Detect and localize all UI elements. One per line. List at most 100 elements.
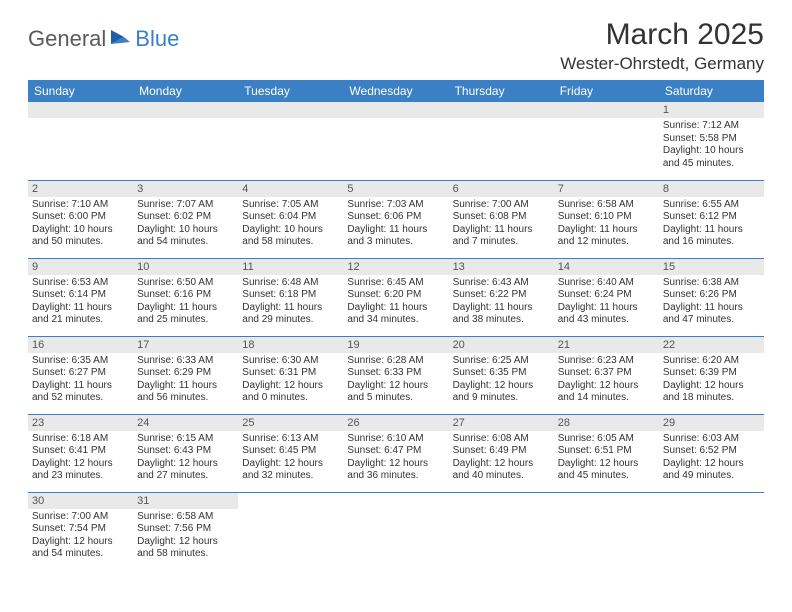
- empty-day-strip: [554, 102, 659, 118]
- empty-day-strip: [238, 102, 343, 118]
- day-number: 12: [343, 259, 448, 275]
- calendar-cell: [449, 102, 554, 180]
- day-number: 25: [238, 415, 343, 431]
- day-number: 2: [28, 181, 133, 197]
- day-details: Sunrise: 7:05 AMSunset: 6:04 PMDaylight:…: [238, 197, 343, 251]
- calendar-cell: 10Sunrise: 6:50 AMSunset: 6:16 PMDayligh…: [133, 258, 238, 336]
- calendar-week-row: 2Sunrise: 7:10 AMSunset: 6:00 PMDaylight…: [28, 180, 764, 258]
- day-header: Thursday: [449, 80, 554, 102]
- month-title: March 2025: [560, 18, 764, 52]
- day-number: 16: [28, 337, 133, 353]
- calendar-cell: 25Sunrise: 6:13 AMSunset: 6:45 PMDayligh…: [238, 414, 343, 492]
- calendar-cell: [343, 102, 448, 180]
- day-number: 17: [133, 337, 238, 353]
- day-details: Sunrise: 6:48 AMSunset: 6:18 PMDaylight:…: [238, 275, 343, 329]
- day-details: Sunrise: 7:10 AMSunset: 6:00 PMDaylight:…: [28, 197, 133, 251]
- calendar-cell: 11Sunrise: 6:48 AMSunset: 6:18 PMDayligh…: [238, 258, 343, 336]
- calendar-cell: 3Sunrise: 7:07 AMSunset: 6:02 PMDaylight…: [133, 180, 238, 258]
- day-number: 5: [343, 181, 448, 197]
- empty-day-strip: [28, 102, 133, 118]
- calendar-cell: 31Sunrise: 6:58 AMSunset: 7:56 PMDayligh…: [133, 492, 238, 570]
- calendar-cell: 15Sunrise: 6:38 AMSunset: 6:26 PMDayligh…: [659, 258, 764, 336]
- calendar-cell: [28, 102, 133, 180]
- location: Wester-Ohrstedt, Germany: [560, 54, 764, 74]
- day-details: Sunrise: 6:25 AMSunset: 6:35 PMDaylight:…: [449, 353, 554, 407]
- day-number: 22: [659, 337, 764, 353]
- day-number: 29: [659, 415, 764, 431]
- day-details: Sunrise: 6:53 AMSunset: 6:14 PMDaylight:…: [28, 275, 133, 329]
- day-details: Sunrise: 6:58 AMSunset: 6:10 PMDaylight:…: [554, 197, 659, 251]
- day-details: Sunrise: 6:33 AMSunset: 6:29 PMDaylight:…: [133, 353, 238, 407]
- day-details: Sunrise: 7:00 AMSunset: 6:08 PMDaylight:…: [449, 197, 554, 251]
- calendar-cell: 20Sunrise: 6:25 AMSunset: 6:35 PMDayligh…: [449, 336, 554, 414]
- day-number: 8: [659, 181, 764, 197]
- calendar-cell: 9Sunrise: 6:53 AMSunset: 6:14 PMDaylight…: [28, 258, 133, 336]
- day-details: Sunrise: 6:50 AMSunset: 6:16 PMDaylight:…: [133, 275, 238, 329]
- day-number: 24: [133, 415, 238, 431]
- day-details: Sunrise: 7:07 AMSunset: 6:02 PMDaylight:…: [133, 197, 238, 251]
- day-number: 19: [343, 337, 448, 353]
- calendar-cell: 13Sunrise: 6:43 AMSunset: 6:22 PMDayligh…: [449, 258, 554, 336]
- day-header: Saturday: [659, 80, 764, 102]
- day-details: Sunrise: 6:35 AMSunset: 6:27 PMDaylight:…: [28, 353, 133, 407]
- day-number: 13: [449, 259, 554, 275]
- day-details: Sunrise: 6:10 AMSunset: 6:47 PMDaylight:…: [343, 431, 448, 485]
- day-number: 15: [659, 259, 764, 275]
- calendar-cell: 5Sunrise: 7:03 AMSunset: 6:06 PMDaylight…: [343, 180, 448, 258]
- calendar-cell: 30Sunrise: 7:00 AMSunset: 7:54 PMDayligh…: [28, 492, 133, 570]
- calendar-cell: 18Sunrise: 6:30 AMSunset: 6:31 PMDayligh…: [238, 336, 343, 414]
- calendar-cell: 8Sunrise: 6:55 AMSunset: 6:12 PMDaylight…: [659, 180, 764, 258]
- day-number: 9: [28, 259, 133, 275]
- day-number: 20: [449, 337, 554, 353]
- calendar-cell: 22Sunrise: 6:20 AMSunset: 6:39 PMDayligh…: [659, 336, 764, 414]
- day-number: 1: [659, 102, 764, 118]
- day-details: Sunrise: 6:08 AMSunset: 6:49 PMDaylight:…: [449, 431, 554, 485]
- calendar-cell: 19Sunrise: 6:28 AMSunset: 6:33 PMDayligh…: [343, 336, 448, 414]
- day-details: Sunrise: 6:45 AMSunset: 6:20 PMDaylight:…: [343, 275, 448, 329]
- day-header: Wednesday: [343, 80, 448, 102]
- day-details: Sunrise: 6:58 AMSunset: 7:56 PMDaylight:…: [133, 509, 238, 563]
- day-details: Sunrise: 6:18 AMSunset: 6:41 PMDaylight:…: [28, 431, 133, 485]
- calendar-cell: 2Sunrise: 7:10 AMSunset: 6:00 PMDaylight…: [28, 180, 133, 258]
- day-number: 26: [343, 415, 448, 431]
- calendar-cell: 27Sunrise: 6:08 AMSunset: 6:49 PMDayligh…: [449, 414, 554, 492]
- calendar-cell: [659, 492, 764, 570]
- day-number: 30: [28, 493, 133, 509]
- calendar-cell: 12Sunrise: 6:45 AMSunset: 6:20 PMDayligh…: [343, 258, 448, 336]
- day-details: Sunrise: 6:05 AMSunset: 6:51 PMDaylight:…: [554, 431, 659, 485]
- calendar-cell: [238, 102, 343, 180]
- calendar-week-row: 1Sunrise: 7:12 AMSunset: 5:58 PMDaylight…: [28, 102, 764, 180]
- day-number: 23: [28, 415, 133, 431]
- day-number: 21: [554, 337, 659, 353]
- logo: General Blue: [28, 26, 179, 52]
- day-header: Monday: [133, 80, 238, 102]
- day-header: Friday: [554, 80, 659, 102]
- day-number: 18: [238, 337, 343, 353]
- day-details: Sunrise: 7:00 AMSunset: 7:54 PMDaylight:…: [28, 509, 133, 563]
- day-number: 14: [554, 259, 659, 275]
- calendar-cell: 16Sunrise: 6:35 AMSunset: 6:27 PMDayligh…: [28, 336, 133, 414]
- day-details: Sunrise: 6:30 AMSunset: 6:31 PMDaylight:…: [238, 353, 343, 407]
- logo-word2: Blue: [135, 26, 179, 52]
- day-details: Sunrise: 6:13 AMSunset: 6:45 PMDaylight:…: [238, 431, 343, 485]
- calendar-cell: 24Sunrise: 6:15 AMSunset: 6:43 PMDayligh…: [133, 414, 238, 492]
- calendar-week-row: 30Sunrise: 7:00 AMSunset: 7:54 PMDayligh…: [28, 492, 764, 570]
- day-details: Sunrise: 6:20 AMSunset: 6:39 PMDaylight:…: [659, 353, 764, 407]
- day-header: Tuesday: [238, 80, 343, 102]
- day-details: Sunrise: 6:15 AMSunset: 6:43 PMDaylight:…: [133, 431, 238, 485]
- header: General Blue March 2025 Wester-Ohrstedt,…: [28, 18, 764, 74]
- calendar-cell: 28Sunrise: 6:05 AMSunset: 6:51 PMDayligh…: [554, 414, 659, 492]
- calendar-cell: [554, 102, 659, 180]
- empty-day-strip: [343, 102, 448, 118]
- day-details: Sunrise: 6:23 AMSunset: 6:37 PMDaylight:…: [554, 353, 659, 407]
- title-block: March 2025 Wester-Ohrstedt, Germany: [560, 18, 764, 74]
- empty-day-strip: [449, 102, 554, 118]
- calendar-cell: 26Sunrise: 6:10 AMSunset: 6:47 PMDayligh…: [343, 414, 448, 492]
- calendar-cell: 17Sunrise: 6:33 AMSunset: 6:29 PMDayligh…: [133, 336, 238, 414]
- calendar-cell: [133, 102, 238, 180]
- day-number: 4: [238, 181, 343, 197]
- day-number: 3: [133, 181, 238, 197]
- empty-day-strip: [133, 102, 238, 118]
- day-details: Sunrise: 6:38 AMSunset: 6:26 PMDaylight:…: [659, 275, 764, 329]
- day-number: 31: [133, 493, 238, 509]
